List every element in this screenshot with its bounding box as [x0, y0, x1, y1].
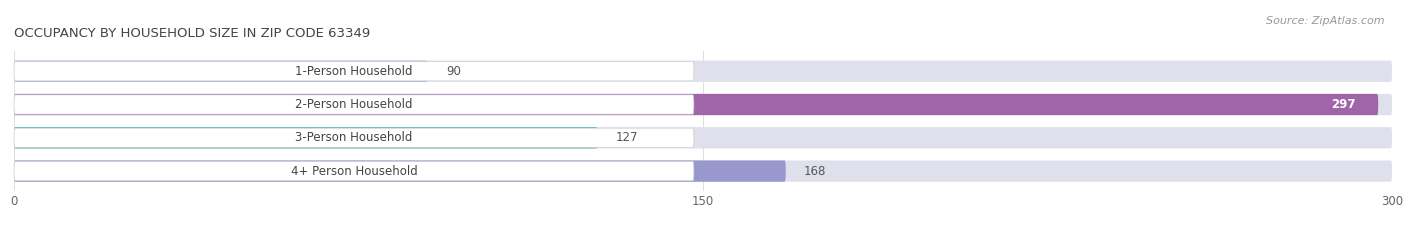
- FancyBboxPatch shape: [14, 161, 786, 182]
- FancyBboxPatch shape: [14, 128, 693, 147]
- FancyBboxPatch shape: [14, 94, 1378, 115]
- FancyBboxPatch shape: [14, 161, 693, 181]
- Text: 127: 127: [616, 131, 638, 144]
- Text: 168: 168: [804, 164, 827, 178]
- FancyBboxPatch shape: [14, 61, 427, 82]
- Text: Source: ZipAtlas.com: Source: ZipAtlas.com: [1267, 16, 1385, 26]
- FancyBboxPatch shape: [14, 161, 1392, 182]
- FancyBboxPatch shape: [14, 62, 693, 81]
- Text: 2-Person Household: 2-Person Household: [295, 98, 413, 111]
- FancyBboxPatch shape: [14, 127, 1392, 148]
- FancyBboxPatch shape: [14, 127, 598, 148]
- FancyBboxPatch shape: [14, 61, 1392, 82]
- Text: 3-Person Household: 3-Person Household: [295, 131, 412, 144]
- Text: 4+ Person Household: 4+ Person Household: [291, 164, 418, 178]
- Text: OCCUPANCY BY HOUSEHOLD SIZE IN ZIP CODE 63349: OCCUPANCY BY HOUSEHOLD SIZE IN ZIP CODE …: [14, 27, 370, 40]
- Text: 297: 297: [1330, 98, 1355, 111]
- FancyBboxPatch shape: [14, 94, 1392, 115]
- Text: 90: 90: [446, 65, 461, 78]
- Text: 1-Person Household: 1-Person Household: [295, 65, 413, 78]
- FancyBboxPatch shape: [14, 95, 693, 114]
